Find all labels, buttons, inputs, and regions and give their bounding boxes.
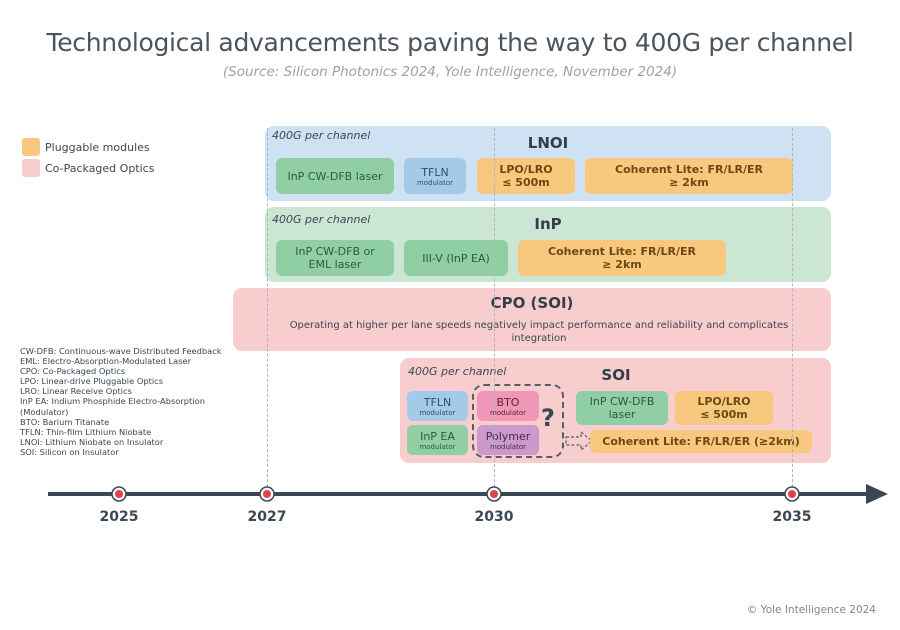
legend-label: Pluggable modules: [45, 140, 150, 154]
timeline-marker-2035: [784, 486, 800, 502]
year-line-2030: [494, 128, 495, 492]
soi-lpo-label: LPO/LRO: [697, 395, 751, 408]
soi-band-title: SOI: [601, 366, 631, 384]
lnoi-coherent-box: Coherent Lite: FR/LR/ER ≥ 2km: [585, 158, 793, 194]
abbreviation-item: SOI: Silicon on Insulator: [20, 446, 119, 457]
abbreviation-item: BTO: Barium Titanate: [20, 416, 110, 427]
lnoi-coherent-range: ≥ 2km: [669, 176, 709, 189]
soi-coherent-label: Coherent Lite: FR/LR/ER (≥2km): [602, 435, 800, 448]
cpo-description-line1: Operating at higher per lane speeds nega…: [289, 320, 789, 331]
inp-laser-label-line2: EML laser: [308, 258, 362, 271]
abbreviation-item: LRO: Linear Receive Optics: [20, 386, 132, 397]
timeline-marker-2025: [111, 486, 127, 502]
soi-bto-label: BTO: [496, 395, 520, 409]
legend-item-pluggable: Pluggable modules: [22, 138, 150, 156]
cpo-description: Operating at higher per lane speeds nega…: [240, 319, 838, 345]
page-title: Technological advancements paving the wa…: [46, 28, 854, 57]
legend-swatch-pluggable: [22, 138, 40, 156]
abbreviations-list: CW-DFB: Continuous-wave Distributed Feed…: [20, 346, 245, 457]
soi-bto-sub: modulator: [489, 408, 527, 417]
abbreviation-item: CPO: Co-Packaged Optics: [20, 366, 126, 377]
lnoi-coherent-label: Coherent Lite: FR/LR/ER: [615, 163, 763, 176]
lnoi-tfln-sub: modulator: [416, 178, 454, 187]
inp-band-label: 400G per channel: [272, 213, 371, 226]
lnoi-tfln-box: TFLN modulator: [404, 158, 466, 194]
inp-iiiv-box: III-V (InP EA): [404, 240, 508, 276]
lnoi-laser-label: InP CW-DFB laser: [287, 169, 383, 183]
inp-coherent-box: Coherent Lite: FR/LR/ER ≥ 2km: [518, 240, 726, 276]
abbreviation-item: TFLN: Thin-film Lithium Niobate: [20, 426, 152, 437]
soi-coherent-box: Coherent Lite: FR/LR/ER (≥2km): [590, 430, 812, 453]
abbreviation-item: CW-DFB: Continuous-wave Distributed Feed…: [20, 346, 222, 356]
soi-polymer-sub: modulator: [489, 442, 527, 451]
lnoi-lpo-range: ≤ 500m: [502, 176, 550, 189]
timeline-axis: [48, 484, 888, 504]
soi-band-label: 400G per channel: [408, 365, 507, 378]
year-label-2035: 2035: [772, 509, 812, 525]
soi-lpo-box: LPO/LRO ≤ 500m: [675, 391, 773, 425]
timeline-marker-2030: [486, 486, 502, 502]
dashed-arrow-icon: [565, 430, 593, 452]
emerging-modulators-group: [472, 384, 564, 458]
soi-laser-label-line1: InP CW-DFB: [589, 395, 655, 408]
year-label-2030: 2030: [474, 509, 514, 525]
soi-inp-ea-box: InP EA modulator: [407, 425, 468, 455]
soi-laser-box: InP CW-DFB laser: [576, 391, 668, 425]
page-subtitle: (Source: Silicon Photonics 2024, Yole In…: [222, 64, 678, 80]
inp-laser-label-line1: InP CW-DFB or: [295, 245, 375, 258]
soi-tfln-box: TFLN modulator: [407, 391, 468, 421]
legend-label: Co-Packaged Optics: [45, 161, 155, 175]
abbreviation-item: LNOI: Lithium Niobate on Insulator: [20, 436, 164, 447]
soi-inp-ea-label: InP EA: [420, 429, 455, 443]
cpo-description-line2: integration: [511, 333, 567, 344]
inp-coherent-range: ≥ 2km: [602, 258, 642, 271]
soi-polymer-box: Polymer modulator: [477, 425, 539, 455]
lnoi-laser-box: InP CW-DFB laser: [276, 158, 394, 194]
timeline-marker-2027: [259, 486, 275, 502]
year-label-2025: 2025: [99, 509, 139, 525]
abbreviation-item: EML: Electro-Absorption-Modulated Laser: [20, 356, 192, 367]
inp-iiiv-label: III-V (InP EA): [422, 251, 490, 265]
lnoi-lpo-box: LPO/LRO ≤ 500m: [477, 158, 575, 194]
inp-coherent-label: Coherent Lite: FR/LR/ER: [548, 245, 696, 258]
question-mark-icon: ?: [541, 404, 555, 432]
soi-laser-label-line2: laser: [608, 408, 636, 421]
lnoi-band-label: 400G per channel: [272, 129, 371, 142]
timeline-arrowhead-icon: [866, 484, 888, 504]
year-line-2027: [267, 128, 268, 492]
abbreviation-item: (Modulator): [20, 406, 69, 417]
lnoi-tfln-label: TFLN: [421, 165, 449, 179]
soi-lpo-range: ≤ 500m: [700, 408, 748, 421]
lnoi-band-title: LNOI: [527, 134, 569, 152]
copyright-text: © Yole Intelligence 2024: [746, 604, 876, 616]
legend-swatch-cpo: [22, 159, 40, 177]
legend-item-cpo: Co-Packaged Optics: [22, 159, 154, 177]
soi-tfln-sub: modulator: [419, 408, 456, 417]
soi-polymer-label: Polymer: [485, 429, 531, 443]
inp-laser-box: InP CW-DFB or EML laser: [276, 240, 394, 276]
abbreviation-item: LPO: Linear-drive Pluggable Optics: [20, 376, 164, 387]
soi-bto-box: BTO modulator: [477, 391, 539, 421]
cpo-band-title: CPO (SOI): [490, 294, 574, 312]
year-label-2027: 2027: [247, 509, 287, 525]
year-line-2035: [792, 128, 793, 492]
soi-inp-ea-sub: modulator: [419, 442, 456, 451]
soi-tfln-label: TFLN: [423, 395, 452, 409]
inp-band-title: InP: [534, 215, 562, 233]
lnoi-lpo-label: LPO/LRO: [499, 163, 553, 176]
cpo-band: [233, 288, 831, 351]
abbreviation-item: InP EA: Indium Phosphide Electro-Absorpt…: [20, 396, 205, 407]
